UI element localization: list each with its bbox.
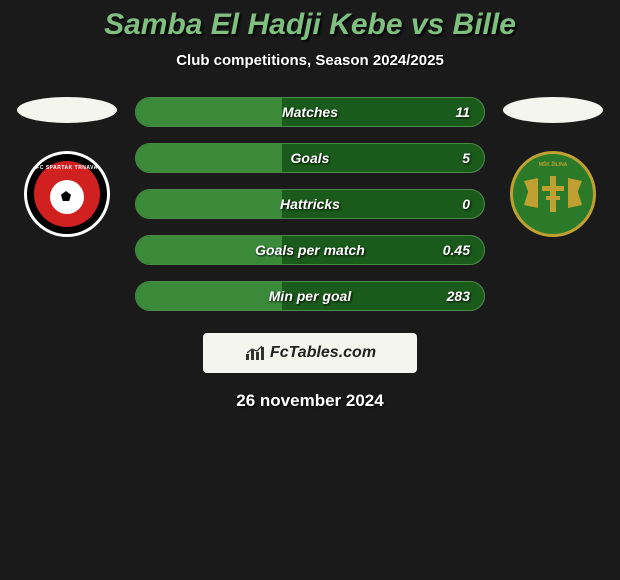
left-column: FC SPARTAK TRNAVA bbox=[17, 97, 117, 237]
stat-row-hattricks: Hattricks 0 bbox=[135, 189, 485, 219]
stat-value: 5 bbox=[462, 150, 470, 166]
stat-row-goals-per-match: Goals per match 0.45 bbox=[135, 235, 485, 265]
stat-value: 11 bbox=[455, 104, 470, 120]
soccer-ball-icon bbox=[50, 180, 84, 214]
left-team-badge: FC SPARTAK TRNAVA bbox=[24, 151, 110, 237]
right-oval-placeholder bbox=[503, 97, 603, 123]
stat-label: Hattricks bbox=[136, 196, 484, 212]
right-badge-inner: MŠK ŽILINA bbox=[519, 160, 587, 228]
chart-icon bbox=[244, 344, 266, 362]
comparison-card: Samba El Hadji Kebe vs Bille Club compet… bbox=[0, 0, 620, 411]
right-column: MŠK ŽILINA bbox=[503, 97, 603, 237]
double-cross-icon bbox=[542, 176, 564, 212]
right-badge-text: MŠK ŽILINA bbox=[519, 162, 587, 168]
left-oval-placeholder bbox=[17, 97, 117, 123]
stat-row-goals: Goals 5 bbox=[135, 143, 485, 173]
date-text: 26 november 2024 bbox=[0, 391, 620, 411]
brand-text: FcTables.com bbox=[270, 344, 376, 362]
right-team-badge: MŠK ŽILINA bbox=[510, 151, 596, 237]
left-badge-text: FC SPARTAK TRNAVA bbox=[34, 165, 100, 171]
stat-value: 283 bbox=[447, 288, 470, 304]
stat-label: Min per goal bbox=[136, 288, 484, 304]
stat-row-matches: Matches 11 bbox=[135, 97, 485, 127]
stat-label: Matches bbox=[136, 104, 484, 120]
brand-box[interactable]: FcTables.com bbox=[203, 333, 417, 373]
stat-value: 0.45 bbox=[443, 242, 470, 258]
stat-label: Goals bbox=[136, 150, 484, 166]
stat-value: 0 bbox=[462, 196, 470, 212]
main-row: FC SPARTAK TRNAVA Matches 11 Goals 5 Hat… bbox=[0, 97, 620, 311]
left-badge-inner: FC SPARTAK TRNAVA bbox=[34, 161, 100, 227]
stat-label: Goals per match bbox=[136, 242, 484, 258]
stat-row-min-per-goal: Min per goal 283 bbox=[135, 281, 485, 311]
stats-column: Matches 11 Goals 5 Hattricks 0 Goals per… bbox=[135, 97, 485, 311]
page-title: Samba El Hadji Kebe vs Bille bbox=[0, 8, 620, 42]
subtitle: Club competitions, Season 2024/2025 bbox=[0, 52, 620, 69]
